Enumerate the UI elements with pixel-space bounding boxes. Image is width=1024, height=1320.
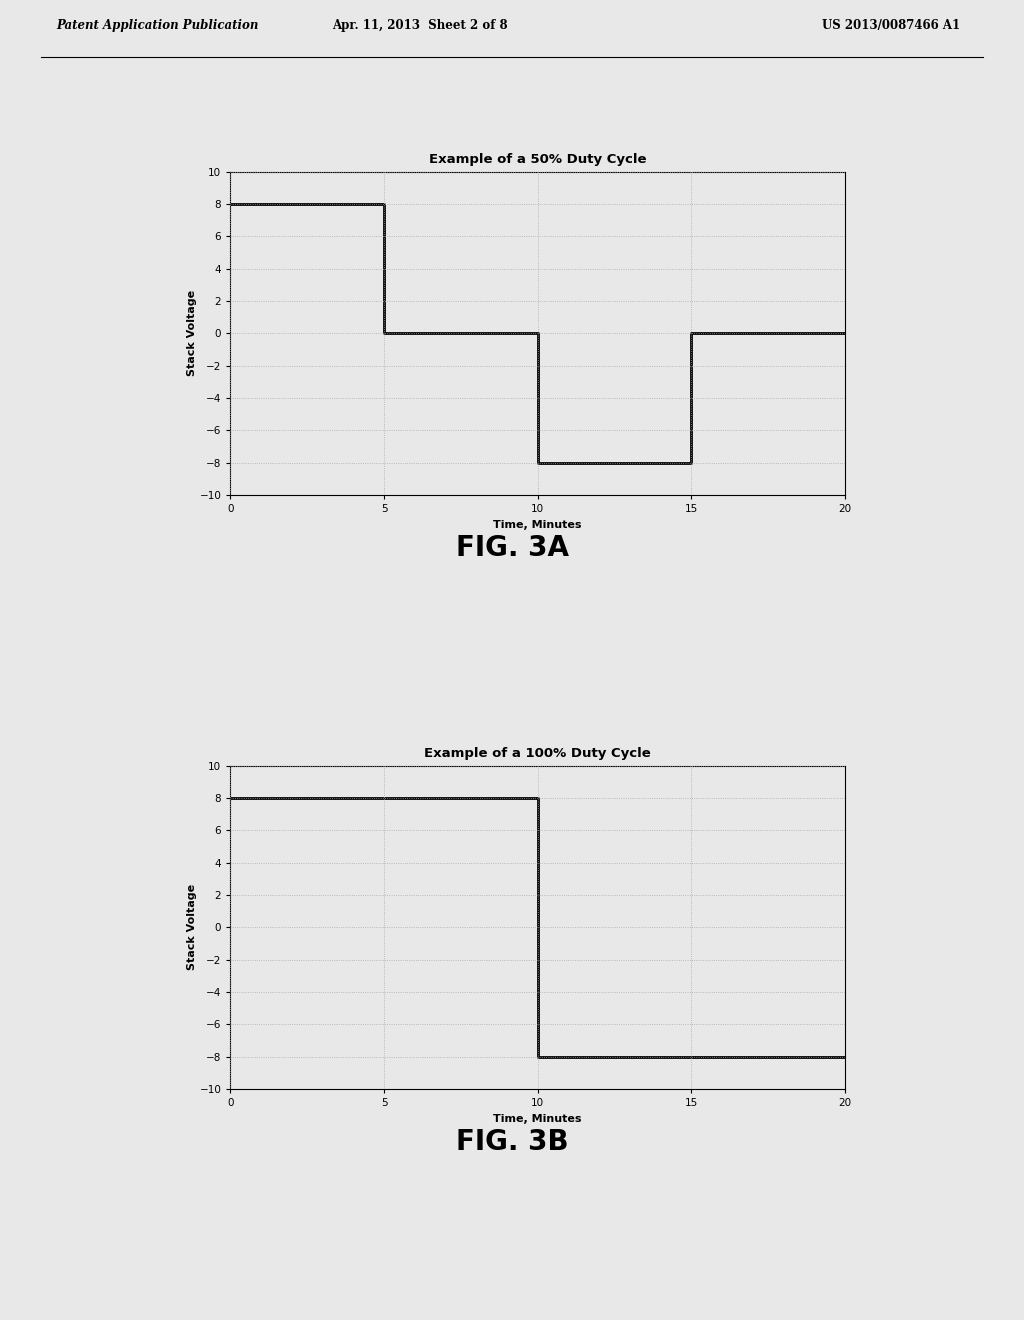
Text: Apr. 11, 2013  Sheet 2 of 8: Apr. 11, 2013 Sheet 2 of 8 [332,18,508,32]
X-axis label: Time, Minutes: Time, Minutes [494,1114,582,1123]
Title: Example of a 50% Duty Cycle: Example of a 50% Duty Cycle [429,153,646,166]
Title: Example of a 100% Duty Cycle: Example of a 100% Duty Cycle [424,747,651,760]
X-axis label: Time, Minutes: Time, Minutes [494,520,582,529]
Y-axis label: Stack Voltage: Stack Voltage [186,884,197,970]
Text: FIG. 3A: FIG. 3A [456,533,568,562]
Text: FIG. 3B: FIG. 3B [456,1127,568,1156]
Text: US 2013/0087466 A1: US 2013/0087466 A1 [822,18,959,32]
Text: Patent Application Publication: Patent Application Publication [56,18,259,32]
Y-axis label: Stack Voltage: Stack Voltage [186,290,197,376]
